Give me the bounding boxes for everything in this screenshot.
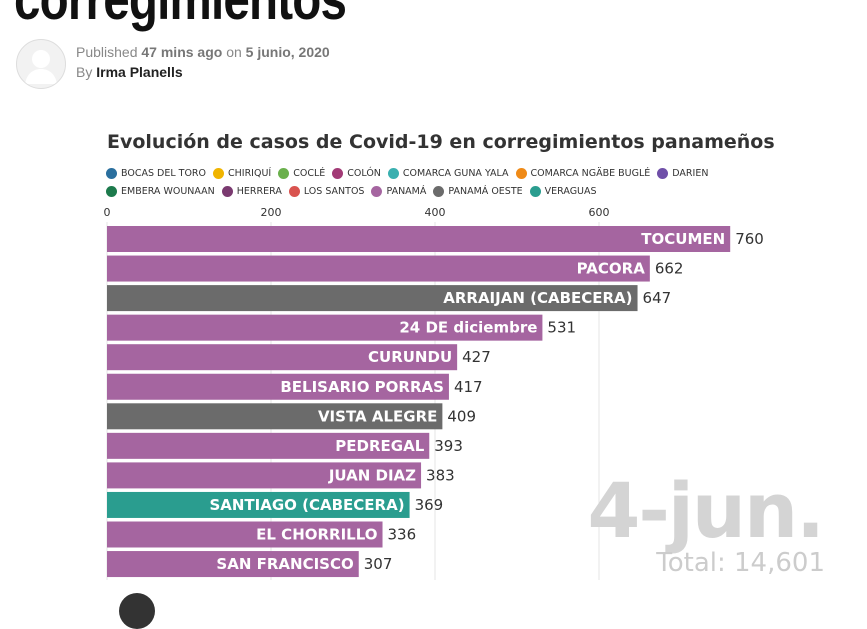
bar-value-label: 383 [426, 466, 455, 484]
bar [107, 491, 410, 518]
bar [107, 226, 731, 252]
legend-item: DARIEN [657, 166, 708, 180]
legend-item: COCLÉ [278, 166, 325, 180]
published-prefix: Published [76, 44, 138, 60]
bar-value-label: 307 [364, 555, 393, 573]
bar-value-label: 369 [415, 496, 444, 514]
bar-value-label: 409 [447, 407, 476, 425]
legend-item: LOS SANTOS [288, 184, 365, 198]
bar-value-label: 531 [547, 319, 576, 337]
bar [107, 344, 458, 371]
user-avatar-icon[interactable] [16, 39, 66, 89]
x-tick-label: 400 [425, 206, 446, 219]
published-on: on [226, 44, 242, 60]
legend-swatch [106, 185, 117, 197]
bar [107, 314, 543, 341]
legend-swatch [288, 185, 300, 197]
bar [107, 285, 638, 312]
by-prefix: By [76, 64, 93, 80]
published-ago: 47 mins ago [141, 44, 223, 60]
legend-label: DARIEN [672, 167, 709, 179]
x-tick-label: 200 [261, 206, 282, 219]
bar-chart: 0 200 400 600 TOCUMEN 760 PACORA 662 ARRAIJAN (C… [104, 206, 764, 580]
bar-value-label: 417 [454, 378, 483, 396]
chart-title: Evolución de casos de Covid-19 en correg… [107, 131, 775, 153]
legend-item: PANAMÁ OESTE [433, 184, 523, 198]
legend-swatch [529, 185, 541, 197]
legend-swatch [387, 167, 399, 179]
legend-swatch [657, 167, 669, 179]
legend-item: EMBERA WOUNAAN [106, 184, 215, 198]
published-line: Published 47 mins ago on 5 junio, 2020 [76, 44, 330, 60]
bar-label: TOCUMEN [641, 230, 725, 248]
legend-swatch [332, 167, 344, 179]
legend-swatch [221, 185, 233, 197]
bar [107, 521, 383, 548]
bar-value-label: 393 [434, 437, 463, 455]
legend-label: COLÓN [347, 167, 381, 179]
legend-label: COMARCA GUNA YALA [402, 167, 509, 179]
legend-label: PANAMÁ [386, 185, 427, 197]
legend-item: COMARCA GUNA YALA [387, 166, 509, 180]
bar [107, 432, 430, 459]
bar-label: SANTIAGO (CABECERA) [209, 496, 404, 514]
bar [107, 373, 449, 400]
article-meta: Published 47 mins ago on 5 junio, 2020 B… [76, 44, 330, 80]
author-link[interactable]: Irma Planells [96, 64, 183, 80]
bar [107, 462, 422, 489]
bar-value-label: 647 [643, 289, 672, 307]
bar [107, 403, 443, 430]
legend-label: PANAMÁ OESTE [448, 185, 523, 197]
bar-label: PACORA [577, 260, 646, 278]
bar-label: PEDREGAL [335, 437, 424, 455]
bar [107, 255, 650, 282]
bar-label: ARRAIJAN (CABECERA) [443, 289, 632, 307]
legend-label: COMARCA NGÄBE BUGLÉ [530, 167, 651, 179]
legend-swatch [278, 167, 290, 179]
legend-swatch [433, 185, 445, 197]
bar-label: CURUNDU [368, 348, 452, 366]
legend-item: CHIRIQUÍ [213, 166, 271, 180]
x-tick-label: 0 [104, 206, 111, 219]
bar-label: SAN FRANCISCO [216, 555, 353, 573]
legend-label: VERAGUAS [544, 185, 597, 197]
published-date: 5 junio, 2020 [245, 44, 330, 60]
legend-label: CHIRIQUÍ [228, 167, 272, 179]
article-headline: corregimientos [14, 0, 347, 33]
bar-label: VISTA ALEGRE [318, 407, 437, 425]
bar-value-label: 427 [462, 348, 491, 366]
legend-item: BOCAS DEL TORO [106, 166, 206, 180]
author-line: By Irma Planells [76, 64, 330, 80]
legend-label: LOS SANTOS [303, 185, 365, 197]
legend-swatch [515, 167, 527, 179]
chart-legend: BOCAS DEL TORO CHIRIQUÍ COCLÉ COLÓN COMARCA … [106, 166, 806, 198]
legend-swatch [213, 167, 224, 179]
bar-label: EL CHORRILLO [256, 526, 377, 544]
legend-swatch [106, 167, 117, 179]
legend-label: HERRERA [236, 185, 282, 197]
bar-label: 24 DE diciembre [399, 319, 537, 337]
legend-swatch [371, 185, 383, 197]
date-watermark: 4-jun. [587, 466, 825, 555]
legend-item: COLÓN [332, 166, 381, 180]
legend-label: BOCAS DEL TORO [121, 167, 206, 179]
bar-value-label: 336 [388, 526, 417, 544]
profile-circle[interactable] [119, 593, 155, 629]
bar-label: JUAN DIAZ [328, 466, 416, 484]
bar [107, 551, 359, 578]
bar-value-label: 662 [655, 260, 684, 278]
legend-item: COMARCA NGÄBE BUGLÉ [515, 166, 651, 180]
bar-value-label: 760 [735, 230, 764, 248]
total-label: Total: 14,601 [656, 548, 825, 578]
x-tick-label: 600 [589, 206, 610, 219]
legend-item: PANAMÁ [371, 184, 426, 198]
bar-label: BELISARIO PORRAS [280, 378, 444, 396]
legend-label: EMBERA WOUNAAN [121, 185, 215, 197]
legend-label: COCLÉ [293, 167, 326, 179]
legend-item: HERRERA [221, 184, 282, 198]
legend-item: VERAGUAS [529, 184, 597, 198]
